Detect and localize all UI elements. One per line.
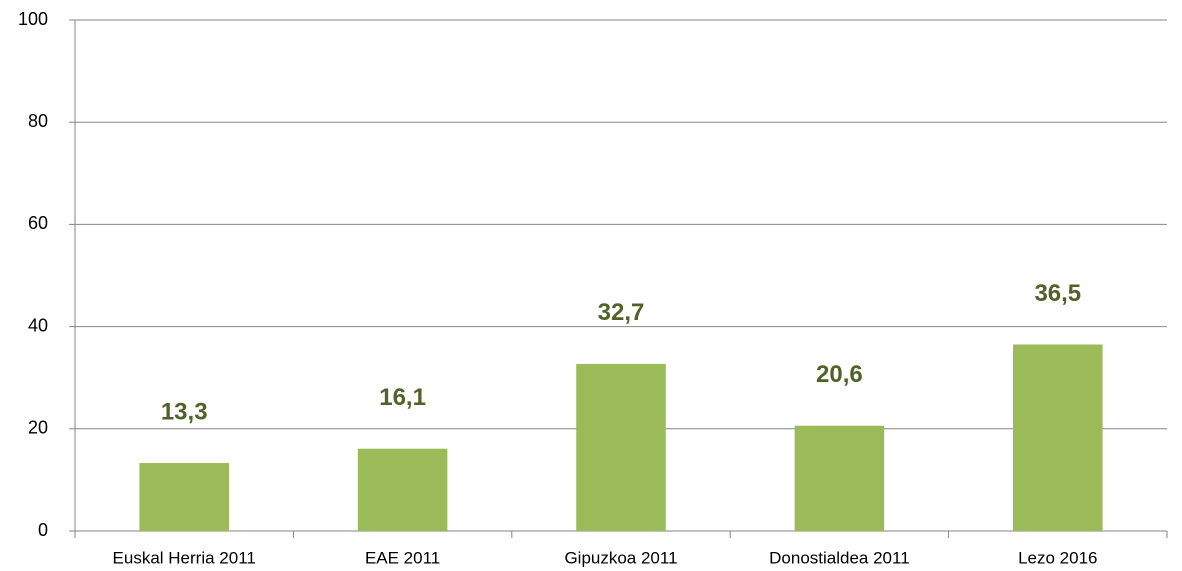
bar [139, 463, 229, 531]
value-label: 36,5 [1034, 280, 1081, 307]
x-tick-label: Gipuzkoa 2011 [564, 548, 677, 567]
value-label: 13,3 [161, 398, 208, 425]
bar [794, 425, 885, 531]
value-label: 20,6 [816, 361, 863, 388]
x-tick-label: Lezo 2016 [1018, 548, 1097, 567]
bar [576, 363, 666, 531]
y-tick-label: 60 [28, 213, 48, 233]
value-label: 32,7 [598, 299, 645, 326]
bar [357, 448, 448, 531]
y-tick-label: 0 [38, 520, 48, 540]
y-tick-label: 80 [28, 111, 48, 131]
value-label: 16,1 [379, 384, 426, 411]
x-tick-label: Euskal Herria 2011 [113, 548, 256, 567]
y-tick-label: 100 [18, 9, 48, 29]
bar [1013, 344, 1103, 531]
x-tick-label: EAE 2011 [365, 548, 440, 567]
x-tick-label: Donostialdea 2011 [769, 548, 910, 567]
y-tick-label: 40 [28, 315, 48, 335]
y-tick-label: 20 [28, 418, 48, 438]
